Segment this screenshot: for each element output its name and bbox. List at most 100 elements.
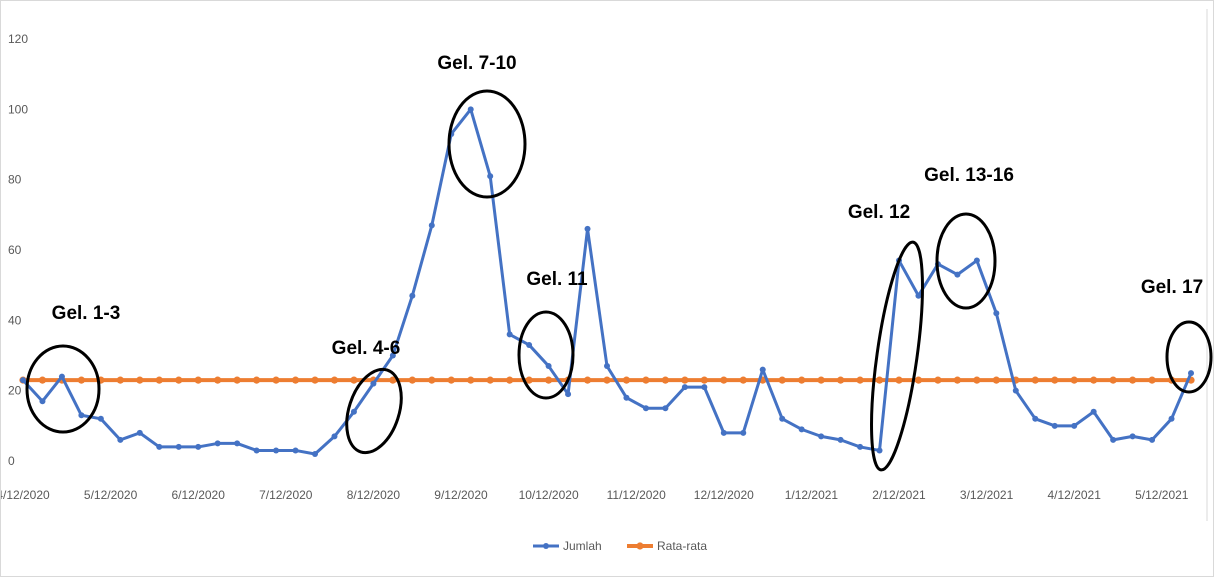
data-point-jumlah <box>662 405 669 412</box>
data-point-jumlah <box>915 292 922 299</box>
data-point-rata-rata <box>350 376 358 384</box>
data-point-rata-rata <box>875 376 884 384</box>
data-point-jumlah <box>876 447 883 454</box>
data-point-jumlah <box>720 429 727 436</box>
annotation-label: Gel. 12 <box>848 202 910 223</box>
data-point-rata-rata <box>38 376 47 384</box>
x-tick-label: 5/12/2021 <box>1135 488 1189 502</box>
data-point-rata-rata <box>1148 376 1156 384</box>
data-point-jumlah <box>273 447 280 454</box>
data-point-rata-rata <box>914 376 923 384</box>
data-point-rata-rata <box>194 376 202 384</box>
annotation-circle <box>935 212 997 310</box>
x-tick-label: 4/12/2020 <box>1 488 50 502</box>
data-point-jumlah <box>1090 408 1097 415</box>
data-point-jumlah <box>526 341 533 348</box>
x-tick-label: 2/12/2021 <box>872 488 926 502</box>
data-point-jumlah <box>487 173 494 180</box>
data-point-jumlah <box>331 433 338 440</box>
data-point-rata-rata <box>253 376 261 384</box>
data-point-jumlah <box>214 440 221 447</box>
legend-label-rata-rata: Rata-rata <box>657 539 707 553</box>
data-point-jumlah <box>20 377 26 384</box>
x-tick-label: 6/12/2020 <box>172 488 226 502</box>
annotation-label: Gel. 11 <box>526 269 588 290</box>
data-point-rata-rata <box>603 376 611 384</box>
data-point-rata-rata <box>992 376 1000 384</box>
y-tick-label: 40 <box>8 313 22 327</box>
data-point-jumlah <box>1110 436 1117 443</box>
data-point-rata-rata <box>622 376 631 384</box>
annotation-circle <box>447 89 527 199</box>
data-point-jumlah <box>584 225 591 232</box>
data-point-jumlah <box>350 408 357 415</box>
data-point-rata-rata <box>681 376 689 384</box>
data-point-jumlah <box>818 433 825 440</box>
x-tick-label: 9/12/2020 <box>434 488 488 502</box>
data-point-rata-rata <box>447 376 455 384</box>
data-point-jumlah <box>604 363 610 370</box>
data-point-rata-rata <box>973 376 981 384</box>
data-point-rata-rata <box>155 376 163 384</box>
annotation-circle <box>25 344 101 434</box>
data-point-jumlah <box>409 292 416 299</box>
data-point-jumlah <box>136 429 143 436</box>
data-point-rata-rata <box>642 376 650 384</box>
data-point-jumlah <box>195 443 202 450</box>
data-point-jumlah <box>1188 370 1194 377</box>
data-point-rata-rata <box>661 376 670 384</box>
data-point-jumlah <box>798 426 805 433</box>
data-point-jumlah <box>370 380 377 387</box>
data-point-rata-rata <box>330 376 339 384</box>
data-point-rata-rata <box>1090 376 1098 384</box>
data-point-jumlah <box>1032 415 1039 422</box>
data-point-rata-rata <box>175 376 183 384</box>
data-point-rata-rata <box>116 376 124 384</box>
data-point-rata-rata <box>77 376 85 384</box>
legend-marker-rata-rata <box>636 542 644 550</box>
data-point-jumlah <box>954 271 961 278</box>
data-point-rata-rata <box>720 376 728 384</box>
data-point-jumlah <box>837 436 844 443</box>
data-point-jumlah <box>175 443 182 450</box>
data-point-jumlah <box>681 384 688 391</box>
annotation-label: Gel. 17 <box>1141 277 1203 298</box>
data-point-rata-rata <box>817 376 825 384</box>
data-point-rata-rata <box>798 376 806 384</box>
x-tick-label: 5/12/2020 <box>84 488 138 502</box>
annotation-circle <box>345 367 403 455</box>
data-point-rata-rata <box>136 376 144 384</box>
data-point-jumlah <box>973 257 980 264</box>
data-point-rata-rata <box>408 376 416 384</box>
annotation-circle <box>870 240 924 472</box>
data-point-jumlah <box>1012 387 1019 394</box>
data-point-jumlah <box>292 447 299 454</box>
x-tick-label: 7/12/2020 <box>259 488 313 502</box>
data-point-jumlah <box>97 415 104 422</box>
legend-marker-jumlah <box>543 543 549 549</box>
legend-label-jumlah: Jumlah <box>563 539 602 553</box>
data-point-rata-rata <box>1031 376 1039 384</box>
data-point-jumlah <box>506 331 513 338</box>
data-point-rata-rata <box>428 376 436 384</box>
data-point-jumlah <box>779 415 786 422</box>
data-point-jumlah <box>740 429 747 436</box>
data-point-rata-rata <box>700 376 708 384</box>
annotation-circle <box>1165 320 1213 394</box>
data-point-jumlah <box>234 440 241 447</box>
data-point-rata-rata <box>837 376 845 384</box>
data-point-jumlah <box>701 384 708 391</box>
series-line-jumlah <box>21 107 1193 456</box>
data-point-rata-rata <box>856 376 864 384</box>
annotation-label: Gel. 1-3 <box>52 303 121 324</box>
annotation-label: Gel. 7-10 <box>437 53 516 74</box>
y-tick-label: 80 <box>8 173 22 187</box>
data-point-rata-rata <box>934 376 942 384</box>
data-point-rata-rata <box>583 376 592 384</box>
y-tick-label: 60 <box>8 243 22 257</box>
data-point-jumlah <box>993 310 1000 317</box>
data-point-jumlah <box>565 391 572 398</box>
data-point-jumlah <box>1149 436 1156 443</box>
data-point-rata-rata <box>233 376 241 384</box>
